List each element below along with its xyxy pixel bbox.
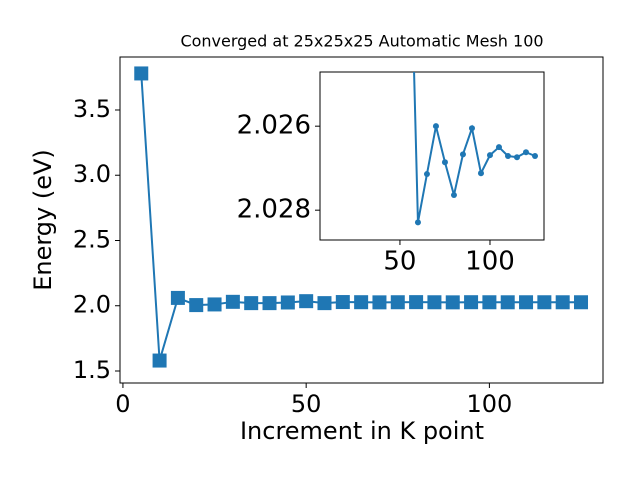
y-tick-label: 2.5 bbox=[73, 225, 111, 253]
marker bbox=[495, 144, 502, 151]
marker bbox=[134, 66, 149, 81]
marker bbox=[432, 123, 439, 130]
marker bbox=[504, 153, 511, 159]
marker bbox=[354, 295, 369, 310]
marker bbox=[427, 295, 442, 310]
marker bbox=[537, 295, 552, 310]
x-tick-label: 100 bbox=[466, 390, 512, 418]
marker bbox=[414, 219, 421, 226]
marker bbox=[317, 296, 332, 311]
marker bbox=[555, 295, 570, 310]
marker bbox=[513, 154, 520, 161]
marker bbox=[390, 295, 405, 310]
marker bbox=[482, 295, 497, 310]
x-tick-label: 0 bbox=[115, 390, 130, 418]
marker bbox=[450, 192, 457, 199]
marker bbox=[207, 297, 222, 312]
marker bbox=[519, 295, 534, 310]
y-tick-label: 2.026 bbox=[237, 111, 311, 141]
marker bbox=[459, 151, 466, 158]
marker bbox=[299, 294, 314, 309]
marker bbox=[522, 149, 529, 156]
marker bbox=[500, 295, 515, 310]
marker bbox=[464, 295, 479, 310]
marker bbox=[280, 295, 295, 310]
y-tick-label: 2.0 bbox=[73, 291, 111, 319]
marker bbox=[189, 298, 204, 313]
y-tick-label: 2.028 bbox=[237, 195, 311, 225]
marker bbox=[423, 171, 430, 178]
x-tick-label: 50 bbox=[383, 247, 416, 277]
plot-group bbox=[413, 72, 538, 226]
marker bbox=[335, 295, 350, 310]
marker bbox=[152, 353, 167, 368]
plot-group bbox=[134, 66, 589, 368]
y-tick-label: 1.5 bbox=[73, 356, 111, 384]
y-tick-label: 3.0 bbox=[73, 160, 111, 188]
marker bbox=[372, 295, 387, 310]
marker bbox=[262, 296, 277, 311]
x-tick-label: 100 bbox=[465, 247, 515, 277]
marker bbox=[244, 296, 259, 311]
y-tick-label: 3.5 bbox=[73, 95, 111, 123]
chart-title: Converged at 25x25x25 Automatic Mesh 100 bbox=[180, 32, 543, 51]
marker bbox=[225, 294, 240, 309]
marker bbox=[409, 295, 424, 310]
marker bbox=[441, 159, 448, 166]
x-axis-label: Increment in K point bbox=[240, 417, 484, 445]
marker bbox=[445, 295, 460, 310]
marker bbox=[468, 125, 475, 132]
marker bbox=[574, 295, 589, 310]
marker bbox=[477, 170, 484, 177]
marker bbox=[486, 152, 493, 159]
y-axis-label: Energy (eV) bbox=[29, 149, 57, 291]
marker bbox=[170, 290, 185, 305]
marker bbox=[531, 153, 538, 159]
x-tick-label: 50 bbox=[291, 390, 322, 418]
